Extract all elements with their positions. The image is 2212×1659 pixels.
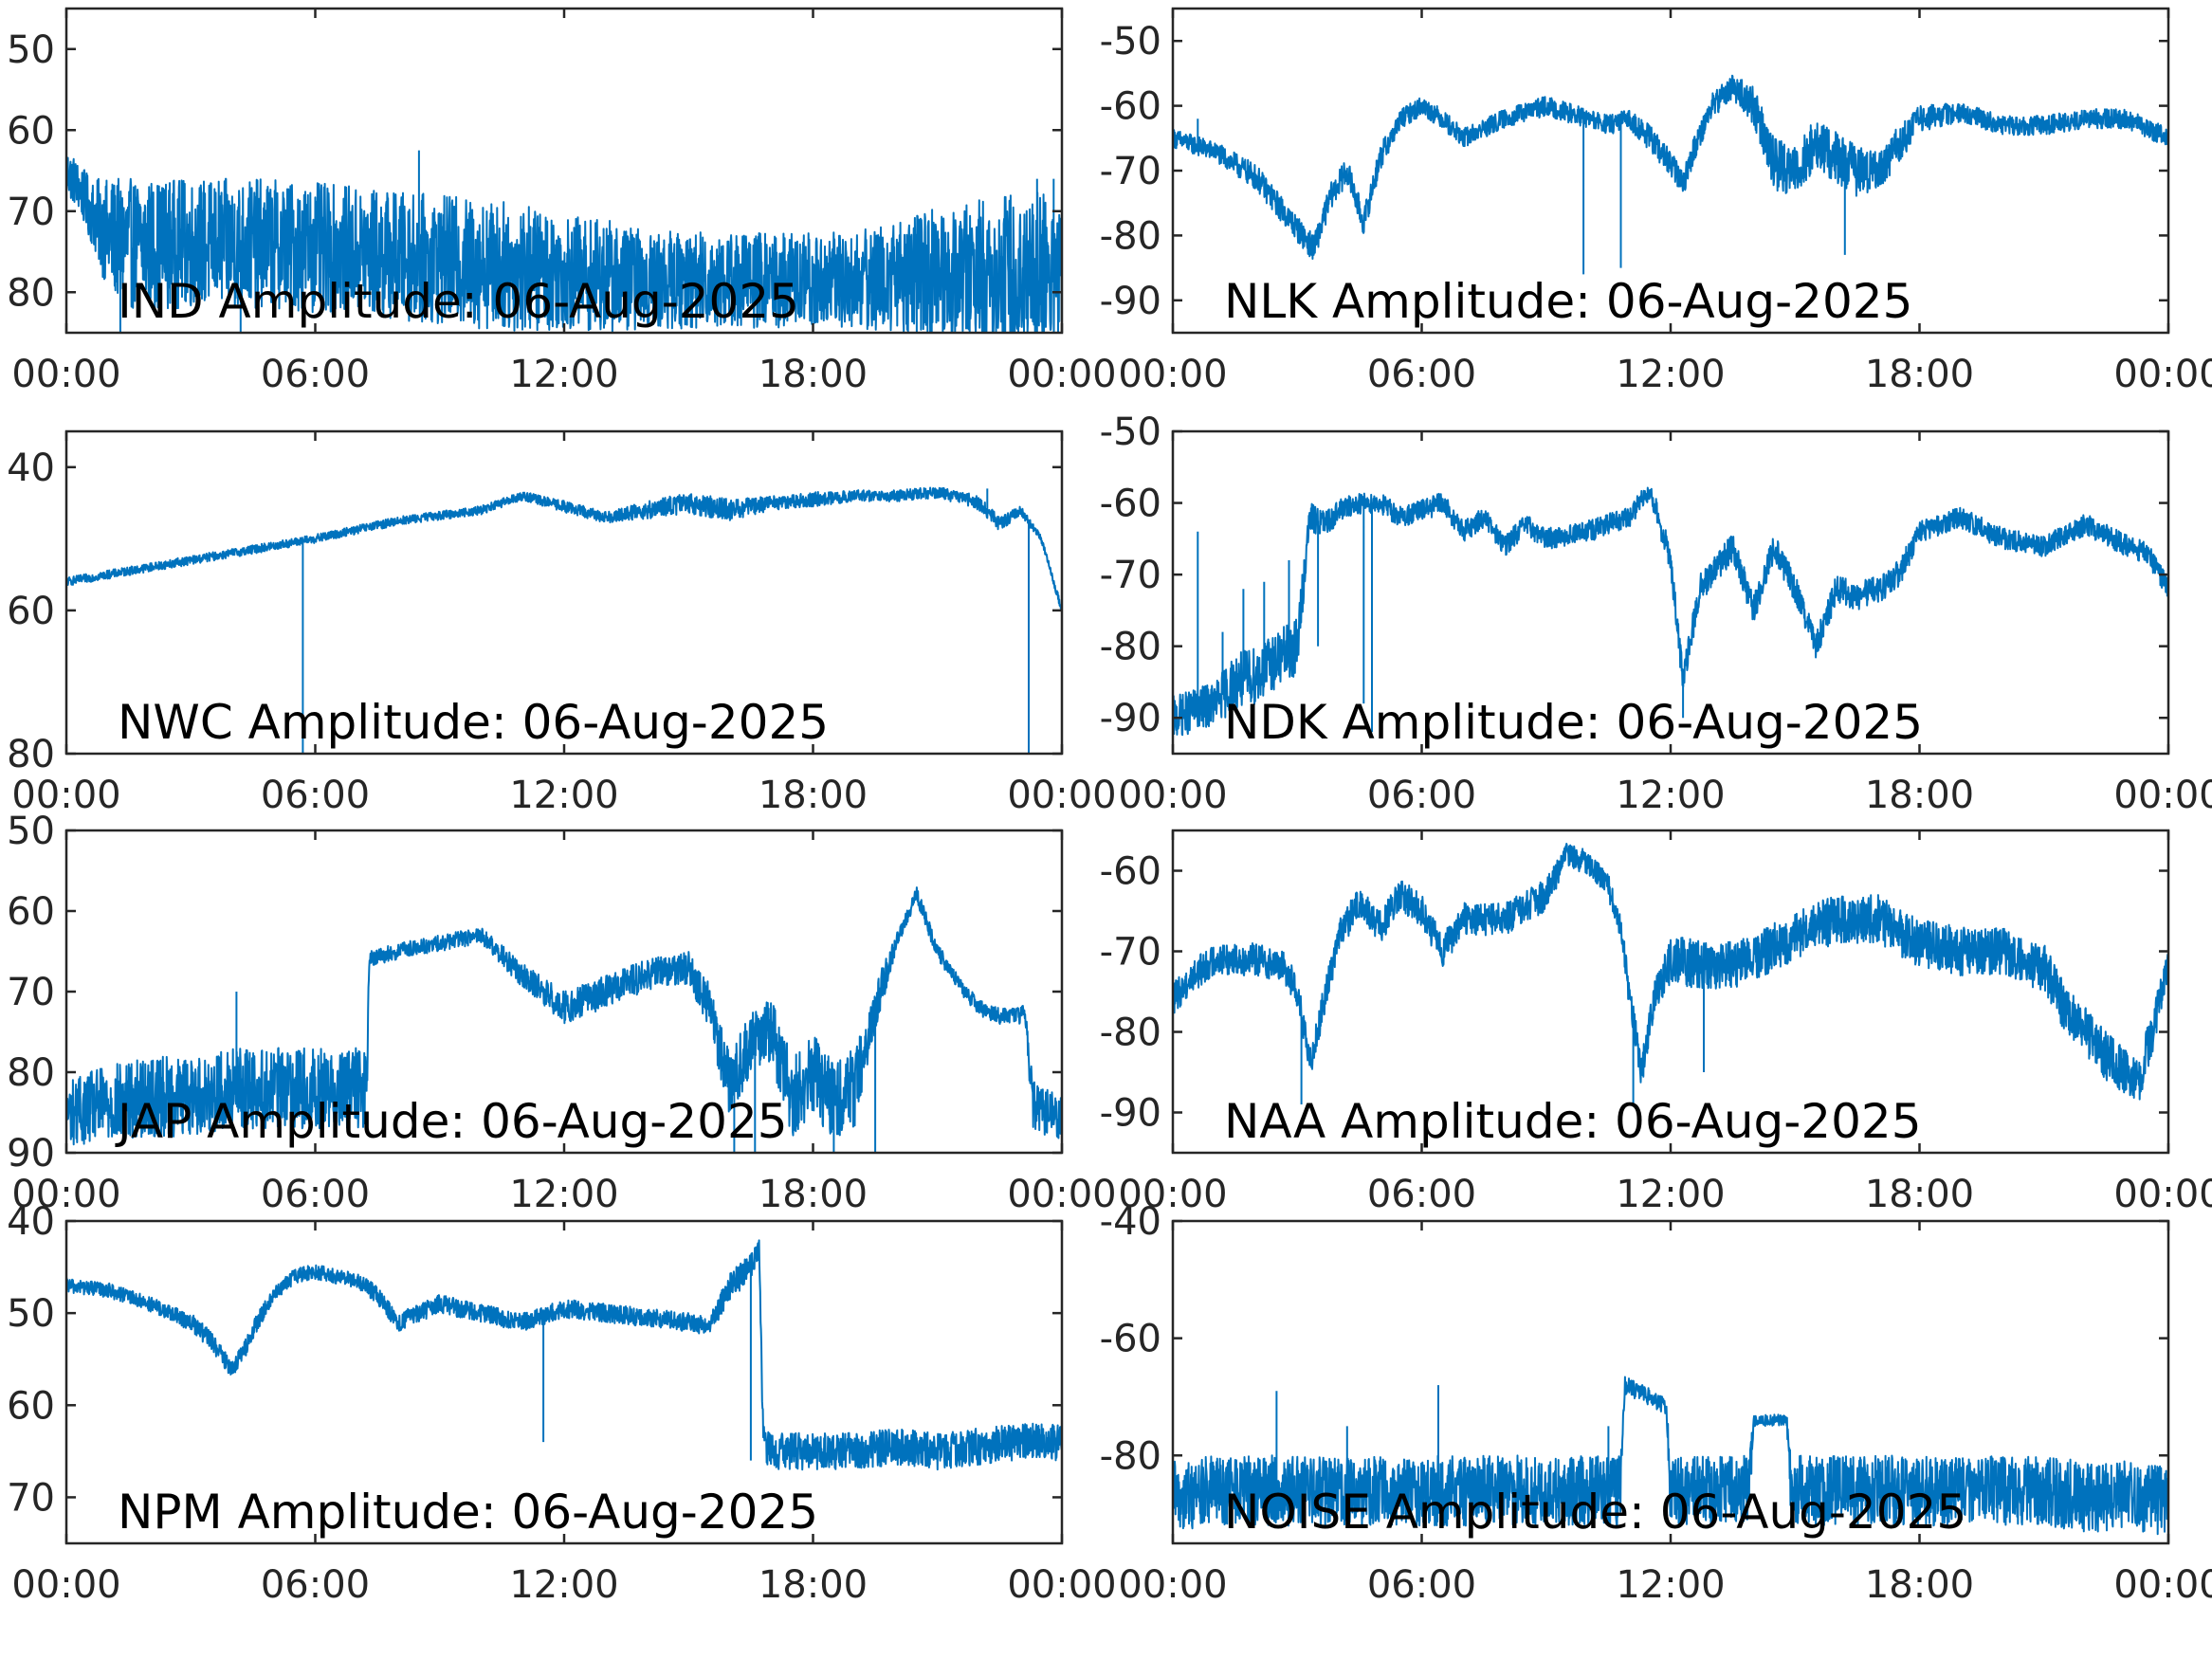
x-tick-label: 06:00: [1367, 774, 1476, 817]
x-tick-label: 18:00: [759, 774, 868, 817]
y-tick-label: 80: [7, 733, 55, 776]
x-tick-label: 06:00: [261, 774, 370, 817]
x-tick-label: 06:00: [261, 1173, 370, 1216]
x-tick-label: 18:00: [759, 1563, 868, 1607]
panel-title: NPM Amplitude: 06-Aug-2025: [118, 1485, 818, 1540]
x-tick-label: 06:00: [1367, 1563, 1476, 1607]
panel-npm: 00:00 06:00 12:00 18:00 00:00 40 50 60 70 NPM Amp…: [7, 1200, 1117, 1607]
panel-ind: 00:00 06:00 12:00 18:00 00:00 50 60 70 80 IND Amp…: [7, 7, 1117, 396]
y-tick-label: 50: [7, 1292, 55, 1336]
panel-title: NOISE Amplitude: 06-Aug-2025: [1224, 1485, 1966, 1540]
y-tick-label: -50: [1100, 20, 1161, 64]
series-line: [66, 1239, 1062, 1471]
x-tick-label: 00:00: [1118, 1563, 1227, 1607]
y-tick-label: -80: [1100, 1434, 1161, 1478]
panel-title: IND Amplitude: 06-Aug-2025: [118, 274, 799, 329]
y-tick-label: -80: [1100, 214, 1161, 258]
y-tick-label: 40: [7, 447, 55, 490]
series-line: [1173, 74, 2168, 275]
y-tick-label: -80: [1100, 626, 1161, 669]
series-line: [1173, 843, 2168, 1104]
x-tick-label: 00:00: [11, 1563, 120, 1607]
x-tick-label: 00:00: [1007, 774, 1116, 817]
x-tick-label: 00:00: [11, 774, 120, 817]
x-tick-label: 00:00: [2113, 1563, 2212, 1607]
series-line: [1173, 486, 2168, 737]
y-tick-label: 80: [7, 1051, 55, 1095]
y-tick-label: -80: [1100, 1012, 1161, 1055]
x-tick-label: 06:00: [261, 1563, 370, 1607]
x-tick-label: 12:00: [509, 353, 618, 396]
panel-title: NDK Amplitude: 06-Aug-2025: [1224, 695, 1923, 750]
panel-title: JAP Amplitude: 06-Aug-2025: [115, 1094, 788, 1149]
series-line: [66, 486, 1062, 754]
x-tick-label: 18:00: [1865, 774, 1974, 817]
y-tick-label: 70: [7, 971, 55, 1014]
x-tick-label: 00:00: [2113, 1173, 2212, 1216]
y-tick-label: 70: [7, 1476, 55, 1520]
x-tick-label: 00:00: [1007, 353, 1116, 396]
x-tick-label: 18:00: [1865, 1563, 1974, 1607]
y-tick-label: -40: [1100, 1200, 1161, 1244]
y-tick-label: 90: [7, 1132, 55, 1176]
y-tick-label: -60: [1100, 1318, 1161, 1361]
x-tick-label: 12:00: [509, 1173, 618, 1216]
panel-jap: 00:00 06:00 12:00 18:00 00:00 50 60 70 80 90 JAP A…: [7, 810, 1117, 1216]
y-tick-label: -70: [1100, 554, 1161, 597]
x-tick-label: 00:00: [1118, 774, 1227, 817]
series-line: [66, 150, 1062, 333]
panel-nlk: 00:00 06:00 12:00 18:00 00:00 -50 -60 -70 -80 -90…: [1100, 7, 2212, 396]
y-tick-label: 60: [7, 109, 55, 153]
y-tick-label: -50: [1100, 410, 1161, 454]
x-tick-label: 06:00: [1367, 353, 1476, 396]
y-tick-label: -60: [1100, 850, 1161, 894]
y-tick-label: 60: [7, 590, 55, 633]
x-tick-label: 00:00: [1007, 1563, 1116, 1607]
y-tick-label: 50: [7, 810, 55, 853]
y-tick-label: -90: [1100, 697, 1161, 740]
y-tick-label: -90: [1100, 1092, 1161, 1136]
y-tick-label: 60: [7, 890, 55, 934]
x-tick-label: 00:00: [11, 1173, 120, 1216]
panel-title: NWC Amplitude: 06-Aug-2025: [118, 695, 829, 750]
panel-title: NAA Amplitude: 06-Aug-2025: [1224, 1094, 1922, 1149]
y-tick-label: -90: [1100, 280, 1161, 323]
y-tick-label: 50: [7, 28, 55, 72]
x-tick-label: 12:00: [1616, 353, 1725, 396]
y-tick-label: 40: [7, 1200, 55, 1244]
x-tick-label: 18:00: [1865, 353, 1974, 396]
y-tick-label: 70: [7, 191, 55, 234]
series-line: [66, 886, 1062, 1153]
x-tick-label: 00:00: [1118, 1173, 1227, 1216]
x-tick-label: 00:00: [1007, 1173, 1116, 1216]
y-tick-label: -70: [1100, 931, 1161, 975]
y-tick-label: -70: [1100, 150, 1161, 193]
panel-nwc: 00:00 06:00 12:00 18:00 00:00 40 60 80 NWC Ampli…: [7, 429, 1117, 817]
x-tick-label: 12:00: [509, 774, 618, 817]
x-tick-label: 18:00: [759, 1173, 868, 1216]
x-tick-label: 00:00: [2113, 774, 2212, 817]
x-tick-label: 06:00: [261, 353, 370, 396]
y-tick-label: -60: [1100, 483, 1161, 526]
panel-naa: 00:00 06:00 12:00 18:00 00:00 -60 -70 -80 -90 NAA…: [1100, 829, 2212, 1216]
y-tick-label: 60: [7, 1384, 55, 1428]
y-tick-label: -60: [1100, 85, 1161, 129]
x-tick-label: 12:00: [1616, 1563, 1725, 1607]
series-line: [1173, 1376, 2168, 1536]
x-tick-label: 00:00: [1118, 353, 1227, 396]
x-tick-label: 06:00: [1367, 1173, 1476, 1216]
x-tick-label: 18:00: [1865, 1173, 1974, 1216]
x-tick-label: 18:00: [759, 353, 868, 396]
y-tick-label: 80: [7, 271, 55, 315]
x-tick-label: 00:00: [11, 353, 120, 396]
x-tick-label: 12:00: [1616, 1173, 1725, 1216]
panel-title: NLK Amplitude: 06-Aug-2025: [1224, 274, 1912, 329]
panel-ndk: 00:00 06:00 12:00 18:00 00:00 -50 -60 -70 -80 -90…: [1100, 410, 2212, 817]
x-tick-label: 12:00: [1616, 774, 1725, 817]
x-tick-label: 12:00: [509, 1563, 618, 1607]
panel-noise: 00:00 06:00 12:00 18:00 00:00 -40 -60 -80 NOISE …: [1100, 1200, 2212, 1607]
x-tick-label: 00:00: [2113, 353, 2212, 396]
